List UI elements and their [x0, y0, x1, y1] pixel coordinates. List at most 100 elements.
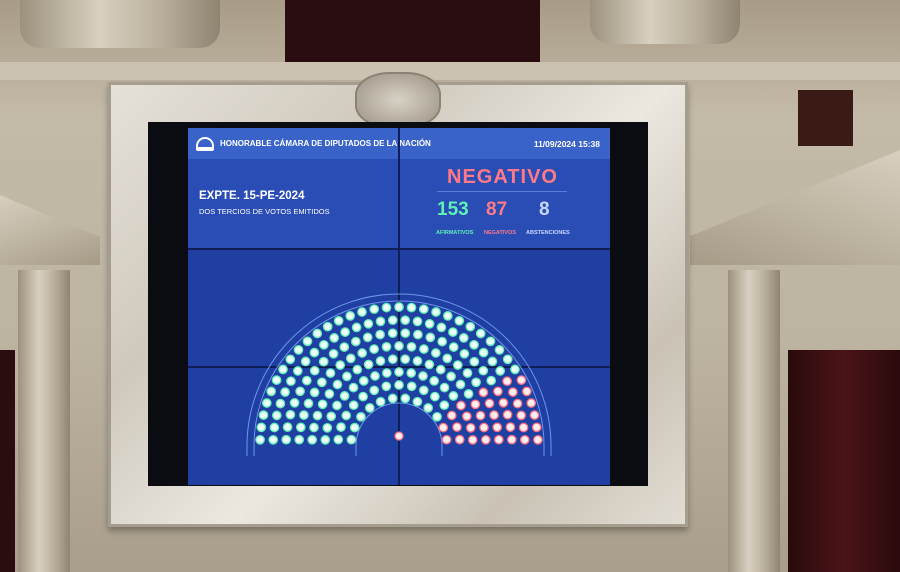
seat-negativo: [452, 422, 462, 432]
seat-negativo: [438, 422, 449, 433]
seat-negativo: [470, 399, 481, 410]
seat-afirmativo: [400, 354, 411, 365]
seat-afirmativo: [448, 327, 458, 337]
seat-afirmativo: [350, 336, 361, 347]
seat-negativo: [465, 422, 476, 433]
seat-afirmativo: [309, 387, 320, 398]
seat-afirmativo: [381, 341, 392, 352]
seat-afirmativo: [358, 376, 369, 386]
seat-afirmativo: [485, 336, 496, 347]
seat-afirmativo: [275, 398, 286, 409]
seat-afirmativo: [326, 411, 337, 422]
seat-negativo: [498, 397, 509, 408]
seat-afirmativo: [387, 328, 398, 339]
seat-afirmativo: [406, 302, 417, 313]
seat-afirmativo: [425, 332, 436, 343]
seat-afirmativo: [487, 356, 498, 367]
seat-afirmativo: [436, 322, 447, 333]
hemicycle-arc: [246, 293, 552, 456]
seat-afirmativo: [278, 364, 288, 375]
seat-afirmativo: [412, 396, 423, 407]
seat-afirmativo: [363, 359, 374, 370]
seat-afirmativo: [369, 304, 380, 315]
seat-afirmativo: [478, 347, 489, 358]
seat-afirmativo: [418, 371, 428, 381]
seat-afirmativo: [332, 400, 342, 411]
seat-afirmativo: [375, 396, 386, 407]
seat-afirmativo: [375, 329, 385, 340]
seat-afirmativo: [268, 434, 279, 445]
seat-afirmativo: [285, 409, 296, 420]
seat-afirmativo: [303, 398, 314, 409]
seat-afirmativo: [281, 434, 292, 445]
seat-afirmativo: [424, 318, 435, 329]
seat-afirmativo: [285, 354, 296, 365]
seat-afirmativo: [356, 411, 366, 422]
seat-afirmativo: [266, 386, 277, 397]
seat-negativo: [526, 398, 537, 408]
seat-afirmativo: [400, 315, 411, 326]
seat-afirmativo: [324, 389, 335, 399]
seat-afirmativo: [494, 345, 505, 355]
seat-afirmativo: [452, 360, 463, 370]
seat-afirmativo: [418, 304, 429, 315]
seat-afirmativo: [309, 365, 320, 376]
seat-afirmativo: [345, 311, 356, 321]
seat-afirmativo: [369, 344, 379, 354]
seat-afirmativo: [269, 422, 280, 433]
seat-afirmativo: [317, 377, 327, 388]
seat-afirmativo: [352, 364, 363, 375]
seat-afirmativo: [430, 391, 440, 402]
seat-afirmativo: [448, 391, 459, 401]
seat-afirmativo: [339, 391, 350, 401]
seat-afirmativo: [299, 410, 309, 420]
result-panel: [400, 159, 610, 249]
seat-afirmativo: [442, 311, 453, 321]
seat-negativo: [478, 387, 489, 398]
seat-afirmativo: [430, 348, 441, 358]
result-divider: [437, 191, 567, 192]
seat-afirmativo: [339, 342, 350, 352]
seat-afirmativo: [478, 365, 489, 376]
seat-negativo: [484, 398, 495, 409]
seat-afirmativo: [318, 356, 329, 367]
seat-presidency: [394, 431, 404, 441]
seat-afirmativo: [418, 385, 429, 396]
seat-afirmativo: [302, 336, 313, 347]
seat-negativo: [506, 434, 517, 445]
seat-afirmativo: [510, 364, 520, 375]
seat-afirmativo: [346, 434, 357, 445]
seat-afirmativo: [348, 400, 359, 411]
column-base-left: [20, 0, 220, 48]
seat-afirmativo: [462, 368, 473, 378]
seat-afirmativo: [351, 322, 362, 333]
seat-afirmativo: [432, 411, 442, 422]
video-wall-seam-1: [188, 248, 610, 250]
seat-afirmativo: [486, 375, 497, 386]
pilaster-left: [18, 270, 70, 572]
majority-rule: DOS TERCIOS DE VOTOS EMITIDOS: [199, 207, 330, 216]
seat-afirmativo: [412, 316, 423, 327]
seat-negativo: [502, 376, 512, 387]
upper-gallery: [285, 0, 540, 62]
seat-negativo: [519, 434, 530, 445]
seat-afirmativo: [349, 422, 360, 433]
doorway-right: [788, 350, 900, 572]
institution-name: HONORABLE CÁMARA DE DIPUTADOS DE LA NACI…: [220, 139, 431, 148]
seat-afirmativo: [357, 348, 368, 358]
seat-afirmativo: [387, 315, 398, 326]
seat-afirmativo: [301, 375, 312, 386]
seat-afirmativo: [465, 321, 476, 332]
abstenciones-label: ABSTENCIONES: [526, 230, 570, 236]
seat-afirmativo: [320, 435, 331, 445]
seat-afirmativo: [394, 367, 404, 377]
seat-negativo: [489, 410, 499, 420]
seat-afirmativo: [312, 410, 323, 421]
seat-afirmativo: [357, 307, 367, 317]
seat-afirmativo: [336, 422, 346, 432]
seat-afirmativo: [358, 391, 368, 402]
seat-negativo: [456, 400, 466, 411]
seat-afirmativo: [307, 434, 318, 445]
hemicycle-arc: [253, 300, 545, 456]
seat-afirmativo: [412, 356, 423, 366]
